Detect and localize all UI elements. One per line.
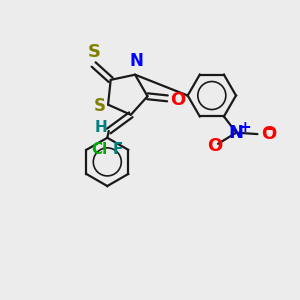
Text: O: O (170, 91, 185, 109)
Text: H: H (94, 120, 107, 135)
Text: F: F (113, 142, 124, 157)
Text: -: - (266, 119, 274, 138)
Text: O: O (261, 125, 276, 143)
Text: S: S (88, 43, 101, 61)
Text: Cl: Cl (92, 142, 108, 157)
Text: N: N (229, 124, 244, 142)
Text: S: S (94, 97, 106, 115)
Text: O: O (207, 137, 222, 155)
Text: +: + (238, 120, 251, 135)
Text: N: N (130, 52, 143, 70)
